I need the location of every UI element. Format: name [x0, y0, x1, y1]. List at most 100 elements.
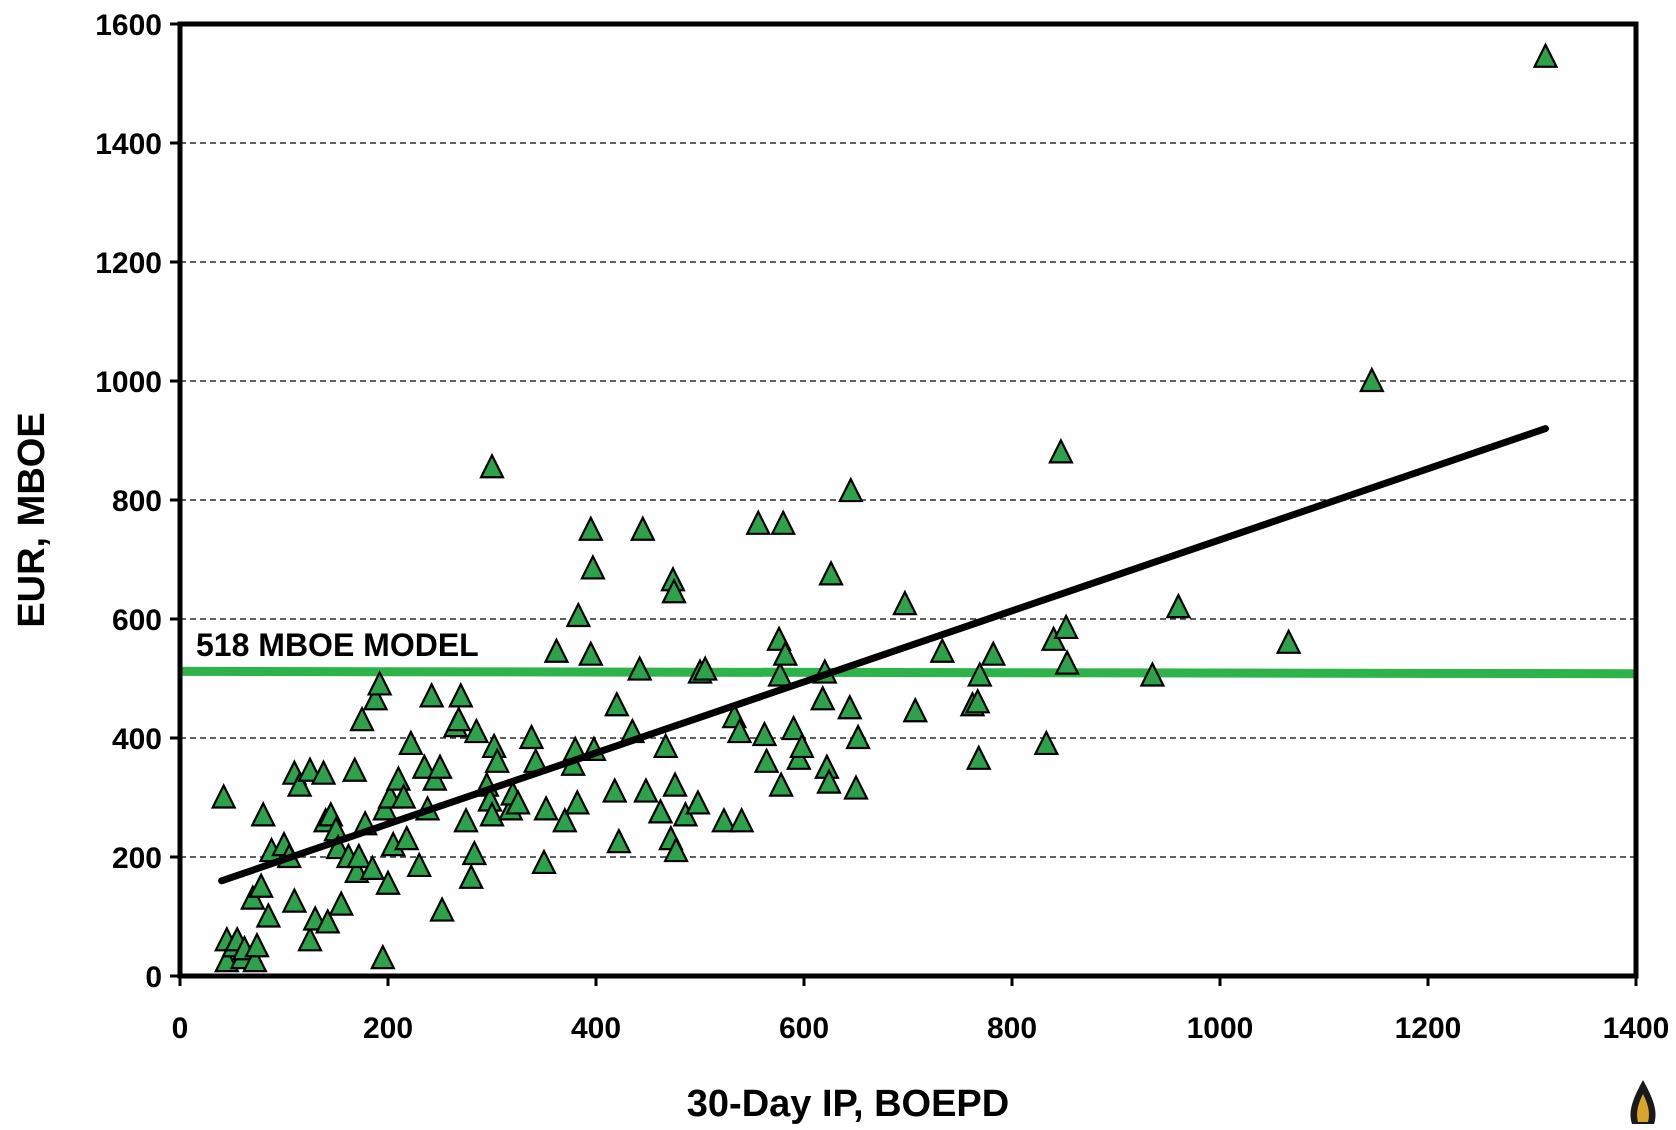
x-tick-label: 1200	[1395, 1012, 1462, 1045]
model-annotation: 518 MBOE MODEL	[196, 627, 479, 663]
data-point	[552, 806, 578, 833]
data-point	[770, 509, 796, 535]
x-tick-label: 0	[172, 1012, 189, 1045]
data-point	[809, 684, 836, 711]
data-point	[789, 732, 815, 759]
data-point	[297, 925, 323, 952]
gridlines	[180, 142, 1636, 858]
data-point	[390, 783, 417, 809]
data-point	[652, 732, 679, 759]
data-point	[606, 827, 632, 854]
data-point	[1165, 592, 1192, 619]
data-point	[310, 759, 337, 785]
data-point	[448, 681, 474, 708]
y-axis-ticks: 0 200 400 600 800 1000 1200 1400 1600	[95, 9, 180, 994]
data-points	[210, 42, 1559, 973]
data-point	[366, 669, 393, 696]
data-point	[418, 681, 445, 708]
x-tick-label: 1400	[1603, 1012, 1670, 1045]
data-point	[479, 452, 505, 479]
data-point	[966, 661, 993, 687]
y-tick-label: 1600	[95, 9, 162, 42]
data-point	[346, 842, 372, 869]
data-point	[604, 690, 630, 717]
plot-frame	[177, 21, 1639, 979]
data-point	[286, 771, 313, 797]
data-point	[726, 717, 753, 744]
data-point	[692, 655, 718, 681]
x-tick-label: 800	[987, 1012, 1037, 1045]
data-point	[531, 848, 557, 875]
data-point	[564, 788, 591, 815]
data-point	[463, 717, 490, 744]
x-tick-label: 1000	[1187, 1012, 1254, 1045]
data-point	[370, 943, 396, 970]
data-point	[845, 723, 871, 750]
data-point	[838, 476, 864, 503]
data-point	[1054, 649, 1080, 675]
data-point	[281, 887, 308, 913]
data-point	[445, 705, 472, 732]
data-point	[427, 753, 453, 779]
data-point	[580, 553, 606, 580]
data-point	[362, 684, 389, 711]
data-point	[751, 720, 778, 747]
data-point	[255, 902, 282, 928]
y-tick-label: 1000	[95, 366, 162, 399]
data-point	[518, 723, 545, 750]
data-point	[711, 806, 737, 833]
data-point	[429, 896, 455, 922]
data-point	[685, 788, 711, 815]
data-point	[902, 696, 929, 723]
data-point	[458, 863, 484, 889]
x-tick-label: 600	[779, 1012, 829, 1045]
x-axis-title: 30-Day IP, BOEPD	[687, 1083, 1009, 1125]
data-point	[484, 747, 510, 773]
data-point	[1532, 42, 1559, 68]
data-point	[768, 771, 794, 797]
data-point	[359, 854, 386, 880]
data-point	[818, 559, 844, 586]
data-point	[341, 756, 368, 782]
data-point	[411, 753, 438, 779]
data-point	[1053, 613, 1079, 640]
data-point	[633, 777, 659, 803]
y-tick-label: 400	[112, 723, 162, 756]
data-point	[929, 637, 956, 663]
data-point	[753, 747, 780, 773]
data-point	[533, 794, 559, 821]
data-point	[244, 931, 270, 958]
flame-logo-icon	[1630, 1080, 1656, 1124]
data-point	[578, 515, 604, 541]
data-point	[398, 729, 424, 756]
data-point	[767, 661, 793, 687]
data-point	[965, 744, 992, 770]
x-tick-label: 200	[363, 1012, 413, 1045]
data-point	[780, 714, 807, 741]
data-point	[250, 800, 276, 827]
data-point	[1275, 628, 1302, 654]
data-point	[328, 890, 354, 916]
model-line-group	[179, 666, 1637, 679]
data-point	[647, 797, 674, 824]
data-point	[1139, 661, 1166, 687]
data-point	[210, 783, 237, 809]
x-axis-ticks: 0 200 400 600 800 1000 1200 1400	[172, 976, 1670, 1045]
data-point	[772, 640, 799, 666]
data-point	[745, 509, 772, 535]
data-point	[297, 756, 323, 782]
data-point	[349, 705, 375, 732]
y-tick-label: 1200	[95, 247, 162, 280]
y-tick-label: 1400	[95, 128, 162, 161]
data-point	[385, 765, 412, 791]
data-point	[601, 777, 628, 803]
data-point	[980, 640, 1007, 666]
data-point	[375, 869, 401, 895]
data-point	[1033, 729, 1060, 756]
data-point	[843, 774, 869, 800]
data-point	[393, 824, 420, 851]
data-point	[314, 907, 341, 934]
data-point	[661, 577, 687, 604]
data-point	[1048, 437, 1074, 464]
